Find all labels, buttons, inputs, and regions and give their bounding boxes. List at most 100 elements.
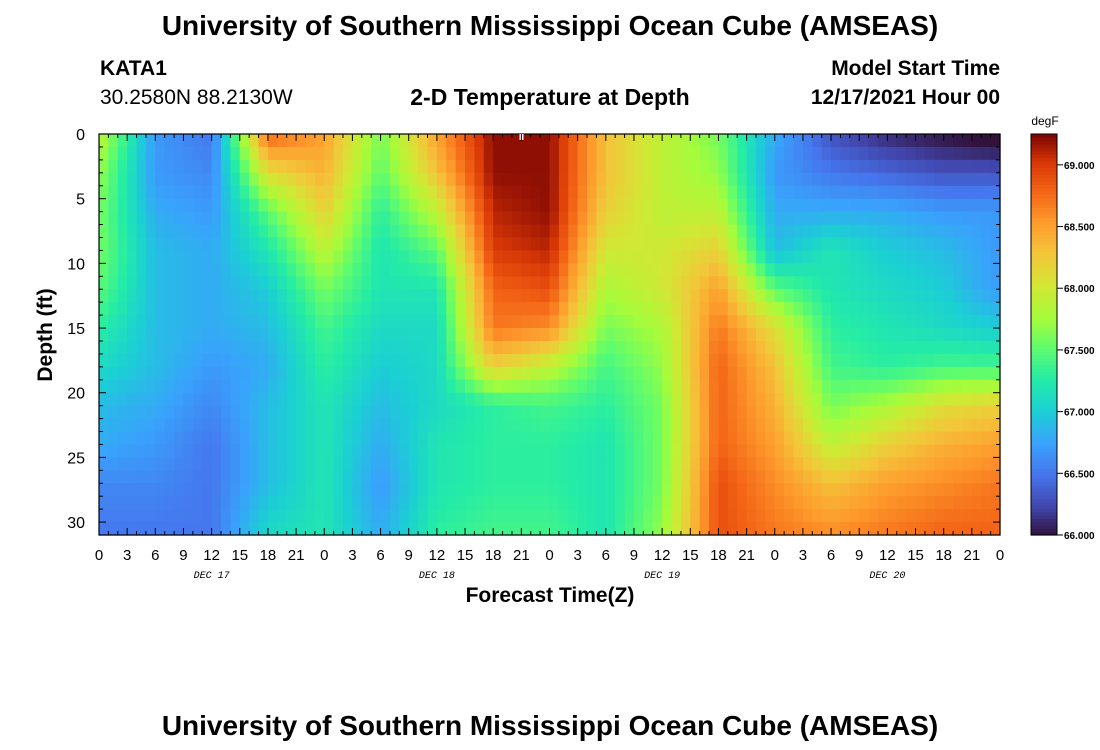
heatmap-cell: [906, 159, 917, 174]
heatmap-cell: [361, 185, 372, 200]
heatmap-cell: [643, 224, 654, 239]
heatmap-cell: [286, 237, 297, 252]
heatmap-cell: [108, 263, 119, 277]
heatmap-cell: [108, 405, 119, 420]
heatmap-cell: [746, 302, 757, 316]
heatmap-cell: [802, 315, 813, 329]
heatmap-cell: [784, 276, 795, 290]
heatmap-cell: [239, 496, 250, 510]
heatmap-cell: [99, 224, 109, 239]
heatmap-cell: [887, 224, 898, 239]
heatmap-cell: [577, 431, 588, 446]
heatmap-cell: [549, 483, 560, 497]
heatmap-cell: [615, 185, 626, 200]
heatmap-cell: [221, 146, 231, 161]
heatmap-cell: [211, 211, 222, 226]
heatmap-cell: [887, 496, 898, 510]
chart-title: 2-D Temperature at Depth: [410, 84, 690, 110]
x-tick-label: 18: [260, 547, 277, 564]
heatmap-cell: [990, 237, 1001, 252]
heatmap-cell: [887, 353, 898, 368]
heatmap-cell: [183, 146, 194, 161]
heatmap-cell: [408, 379, 419, 394]
heatmap-cell: [483, 289, 494, 303]
heatmap-cell: [127, 522, 138, 536]
heatmap-cell: [915, 483, 926, 497]
heatmap-cell: [371, 418, 382, 433]
heatmap-cell: [868, 237, 879, 252]
heatmap-cell: [221, 431, 231, 446]
heatmap-cell: [511, 366, 522, 381]
heatmap-cell: [558, 340, 569, 355]
heatmap-cell: [99, 315, 109, 329]
colorbar-swatch: [1031, 444, 1057, 449]
heatmap-cell: [540, 509, 551, 523]
heatmap-cell: [521, 159, 532, 174]
heatmap-cell: [249, 237, 260, 252]
heatmap-cell: [474, 366, 485, 381]
heatmap-cell: [587, 366, 598, 381]
heatmap-cell: [436, 302, 447, 316]
heatmap-cell: [953, 224, 964, 239]
heatmap-cell: [474, 509, 485, 523]
heatmap-cell: [906, 522, 917, 536]
heatmap-cell: [286, 340, 297, 355]
heatmap-cell: [521, 302, 532, 316]
heatmap-cell: [746, 328, 757, 342]
heatmap-cell: [530, 250, 541, 264]
heatmap-cell: [718, 392, 729, 407]
heatmap-cell: [286, 496, 297, 510]
heatmap-cell: [465, 431, 476, 446]
heatmap-cell: [802, 172, 813, 187]
heatmap-cell: [587, 172, 598, 187]
heatmap-cell: [502, 444, 513, 458]
heatmap-cell: [455, 340, 466, 355]
heatmap-cell: [267, 328, 278, 342]
heatmap-cell: [502, 289, 513, 303]
heatmap-cell: [746, 172, 757, 187]
heatmap-cell: [183, 379, 194, 394]
heatmap-cell: [793, 405, 804, 420]
heatmap-cell: [408, 470, 419, 484]
heatmap-cell: [709, 302, 720, 316]
heatmap-cell: [915, 418, 926, 433]
heatmap-cell: [633, 392, 644, 407]
heatmap-cell: [652, 522, 663, 536]
heatmap-cell: [446, 224, 457, 239]
heatmap-cell: [136, 198, 147, 213]
heatmap-cell: [727, 263, 738, 277]
heatmap-cell: [164, 146, 175, 161]
heatmap-cell: [915, 509, 926, 523]
heatmap-cell: [249, 302, 260, 316]
heatmap-cell: [906, 172, 917, 187]
heatmap-cell: [877, 483, 888, 497]
heatmap-cell: [709, 405, 720, 420]
heatmap-cell: [211, 496, 222, 510]
heatmap-cell: [549, 496, 560, 510]
x-tick-label: 9: [630, 547, 638, 564]
heatmap-cell: [474, 172, 485, 187]
heatmap-cell: [99, 509, 109, 523]
heatmap-cell: [521, 224, 532, 239]
heatmap-cell: [286, 315, 297, 329]
heatmap-cell: [127, 379, 138, 394]
heatmap-cell: [521, 444, 532, 458]
colorbar-swatch: [1031, 257, 1057, 262]
heatmap-cell: [962, 470, 973, 484]
heatmap-cell: [286, 470, 297, 484]
heatmap-cell: [690, 146, 701, 161]
heatmap-cell: [99, 172, 109, 187]
colorbar-swatch: [1031, 424, 1057, 429]
heatmap-cell: [981, 457, 992, 471]
heatmap-cell: [953, 418, 964, 433]
heatmap-cell: [530, 224, 541, 239]
heatmap-cell: [230, 418, 241, 433]
heatmap-cell: [765, 483, 776, 497]
heatmap-cell: [812, 211, 823, 226]
heatmap-cell: [699, 263, 710, 277]
heatmap-cell: [746, 496, 757, 510]
heatmap-cell: [633, 172, 644, 187]
heatmap-cell: [192, 276, 203, 290]
heatmap-cell: [709, 418, 720, 433]
heatmap-cell: [145, 328, 156, 342]
